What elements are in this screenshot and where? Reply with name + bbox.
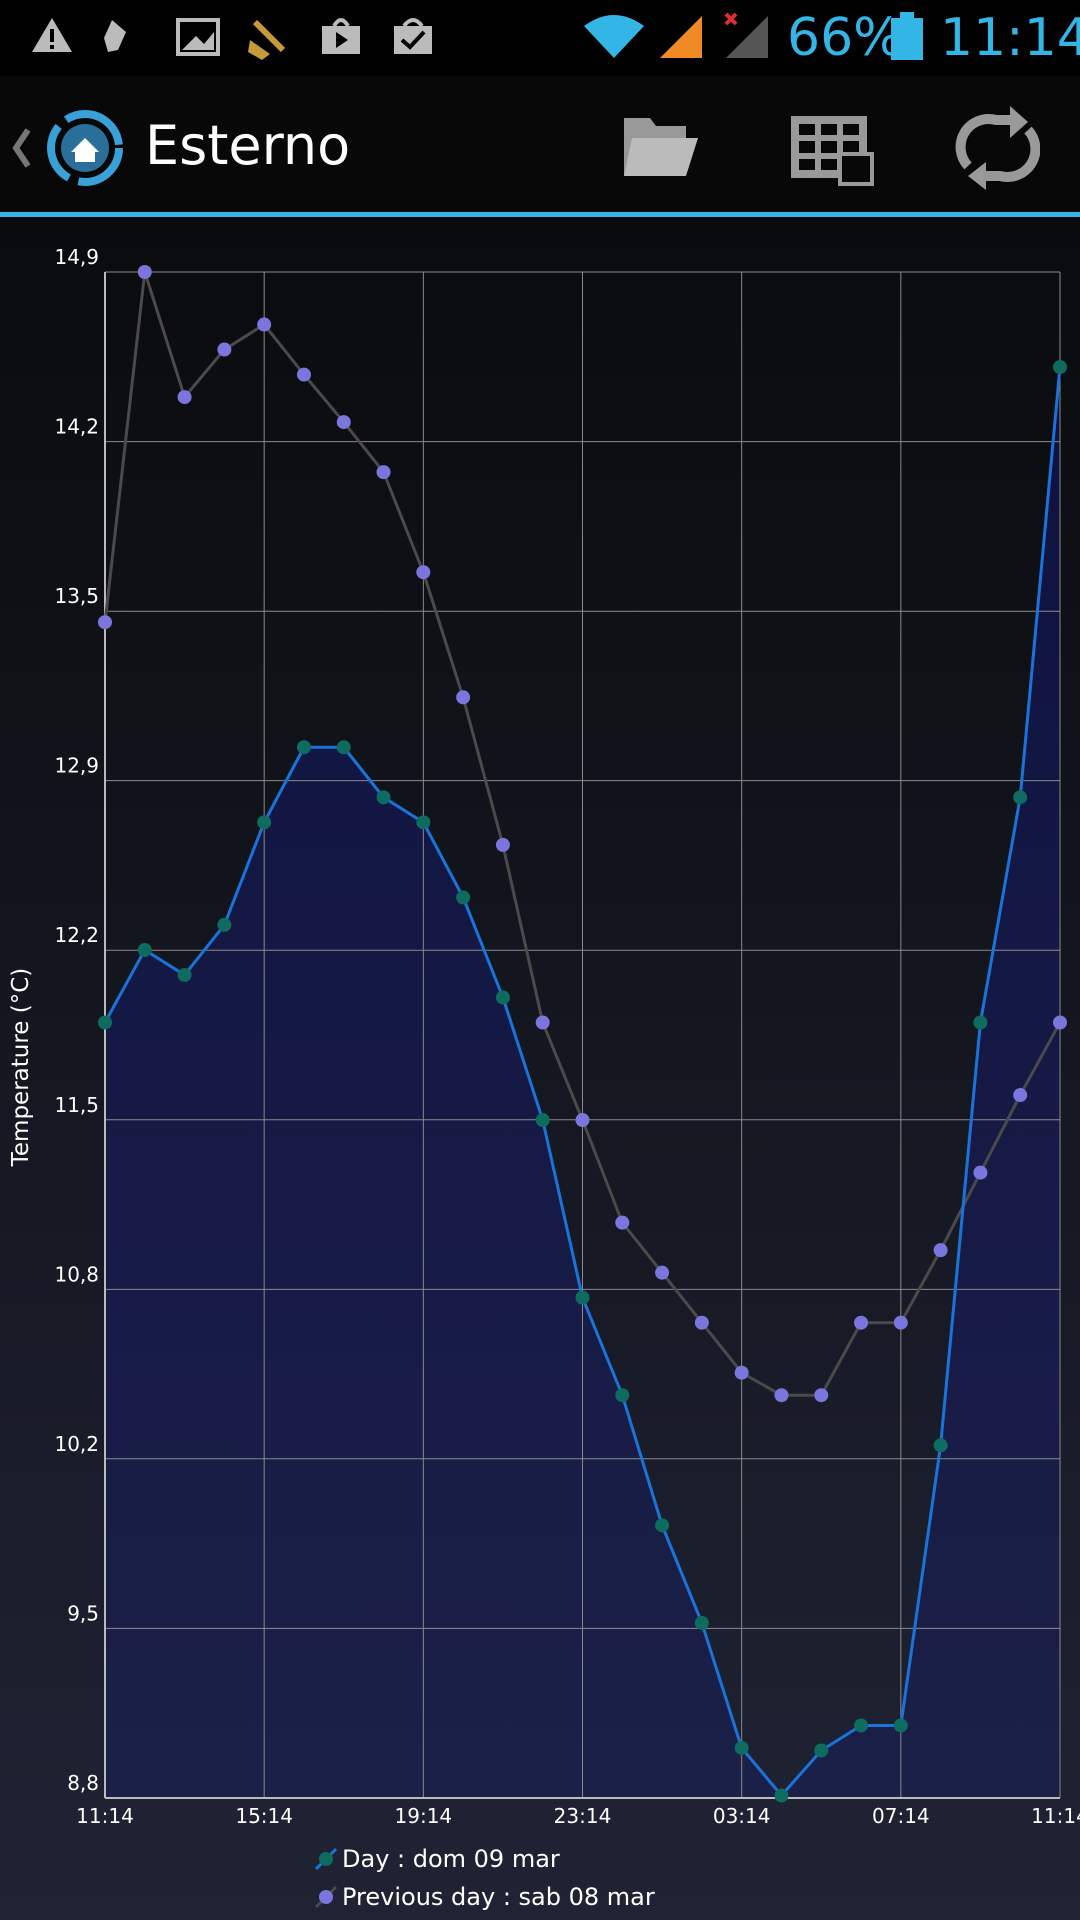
x-tick-label: 11:14: [76, 1804, 134, 1828]
signal-icons: [584, 12, 768, 58]
legend-swatch: [319, 1890, 333, 1904]
data-point: [336, 740, 351, 755]
data-point: [734, 1740, 749, 1755]
battery-percent: 66%: [787, 8, 903, 68]
x-tick-label: 23:14: [554, 1804, 612, 1828]
data-point: [615, 1215, 630, 1230]
data-point: [694, 1315, 709, 1330]
data-point: [456, 690, 471, 705]
y-tick-label: 8,8: [67, 1771, 99, 1795]
x-tick-label: 07:14: [872, 1804, 930, 1828]
data-point: [495, 837, 510, 852]
status-bar: 66% 11:14: [0, 0, 1080, 76]
screen-title: Esterno: [145, 114, 351, 177]
data-point: [416, 815, 431, 830]
x-tick-label: 11:14: [1031, 1804, 1080, 1828]
data-point: [177, 967, 192, 982]
legend-item: Day : dom 09 mar: [314, 1845, 560, 1873]
data-point: [535, 1015, 550, 1030]
legend-label: Previous day : sab 08 mar: [342, 1883, 655, 1911]
data-point: [774, 1788, 789, 1803]
data-point: [854, 1718, 869, 1733]
data-point: [814, 1388, 829, 1403]
data-point: [575, 1290, 590, 1305]
data-point: [257, 317, 272, 332]
data-point: [655, 1518, 670, 1533]
data-point: [655, 1265, 670, 1280]
data-point: [774, 1388, 789, 1403]
data-point: [217, 917, 232, 932]
data-point: [615, 1388, 630, 1403]
data-point: [933, 1438, 948, 1453]
area: [105, 367, 1060, 1799]
chart: Temperature (°C) 8,8 9,5 10,2 10,8 11,5 12,2 1…: [0, 217, 1080, 1920]
data-point: [933, 1243, 948, 1258]
clock: 11:14: [940, 8, 1080, 68]
x-tick-label: 03:14: [713, 1804, 771, 1828]
data-point: [734, 1365, 749, 1380]
data-point: [217, 342, 232, 357]
data-point: [98, 615, 112, 630]
notification-icons: [32, 18, 432, 60]
data-point: [376, 465, 391, 480]
data-point: [854, 1315, 869, 1330]
data-point: [336, 415, 351, 430]
action-bar: Esterno: [0, 76, 1080, 217]
data-point: [1013, 790, 1028, 805]
data-point: [973, 1165, 988, 1180]
x-tick-label: 19:14: [395, 1804, 453, 1828]
data-point: [893, 1315, 908, 1330]
data-point: [137, 265, 152, 279]
y-tick-label: 14,9: [54, 245, 99, 269]
y-tick-label: 11,5: [54, 1093, 99, 1117]
refresh-button[interactable]: [955, 106, 1040, 190]
data-point: [456, 890, 471, 905]
action-icons: [624, 106, 1040, 190]
data-point: [257, 815, 272, 830]
data-point: [535, 1113, 550, 1128]
y-tick-label: 9,5: [67, 1601, 99, 1625]
data-point: [177, 390, 192, 405]
data-point: [495, 990, 510, 1005]
app-icon[interactable]: [0, 76, 140, 212]
calendar-button[interactable]: [791, 116, 874, 186]
data-point: [575, 1113, 590, 1128]
data-point: [137, 942, 152, 957]
y-tick-label: 14,2: [54, 415, 99, 439]
data-point: [973, 1015, 988, 1030]
y-tick-label: 10,2: [54, 1432, 99, 1456]
y-axis-label: Temperature (°C): [8, 968, 34, 1168]
y-tick-label: 13,5: [54, 584, 99, 608]
data-point: [814, 1743, 829, 1758]
battery-icon: [891, 12, 923, 60]
data-point: [1053, 360, 1067, 375]
y-tick-label: 12,2: [54, 923, 99, 947]
legend-swatch: [319, 1852, 333, 1866]
y-tick-label: 10,8: [54, 1262, 99, 1286]
data-point: [1053, 1015, 1067, 1030]
legend-item: Previous day : sab 08 mar: [314, 1883, 655, 1911]
data-point: [376, 790, 391, 805]
data-point: [1013, 1088, 1028, 1103]
data-point: [416, 565, 431, 580]
data-point: [98, 1015, 112, 1030]
data-point: [296, 740, 311, 755]
data-point: [296, 367, 311, 382]
legend-label: Day : dom 09 mar: [342, 1845, 560, 1873]
y-tick-label: 12,9: [54, 754, 99, 778]
x-tick-label: 15:14: [235, 1804, 293, 1828]
data-point: [893, 1718, 908, 1733]
data-point: [694, 1615, 709, 1630]
